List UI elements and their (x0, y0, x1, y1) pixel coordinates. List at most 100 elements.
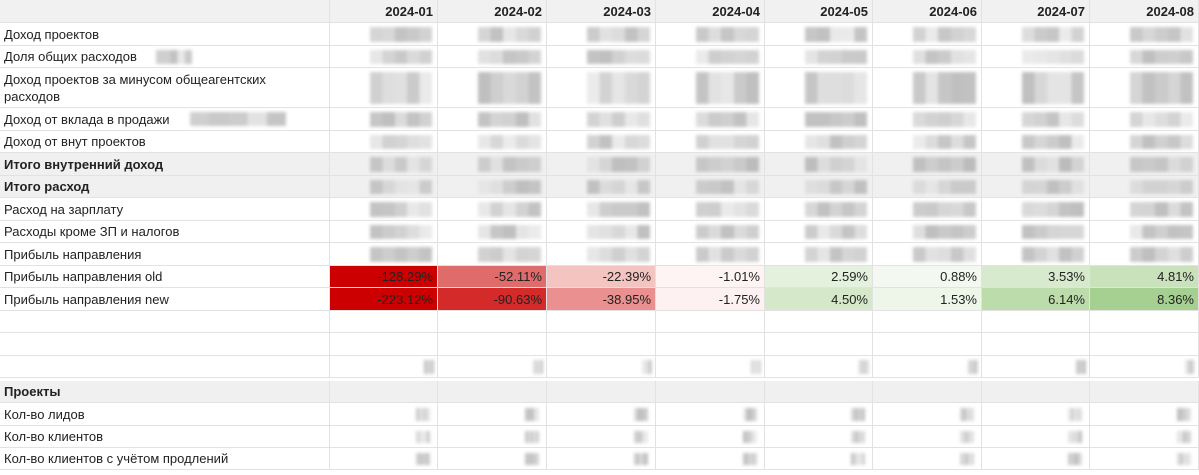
percent-cell: -1.01% (656, 266, 765, 288)
blurred-value (416, 431, 430, 443)
row-label: Кол-во клиентов (0, 426, 330, 448)
empty-cell (1090, 311, 1199, 333)
blurred-value (1068, 453, 1082, 465)
blurred-value (634, 453, 648, 465)
blurred-value (913, 72, 976, 104)
blurred-value (533, 360, 543, 374)
row-label: Доход проектов (0, 23, 330, 46)
percent-cell: -38.95% (547, 288, 656, 311)
data-cell (873, 448, 982, 470)
empty-cell (873, 333, 982, 356)
percent-cell: 3.53% (982, 266, 1090, 288)
blurred-value (478, 225, 541, 239)
data-cell (438, 426, 547, 448)
row-label: Прибыль направления new (0, 288, 330, 311)
blurred-value (478, 27, 541, 42)
blurred-value (370, 112, 432, 127)
blurred-value (696, 202, 759, 217)
blurred-value (642, 360, 652, 374)
blurred-value (1130, 112, 1193, 127)
month-header: 2024-01 (330, 0, 438, 23)
percent-cell: 2.59% (765, 266, 873, 288)
month-header: 2024-04 (656, 0, 765, 23)
percent-cell: -22.39% (547, 266, 656, 288)
blurred-value (525, 431, 539, 443)
blurred-value (968, 360, 978, 374)
blurred-value (478, 247, 541, 262)
empty-cell (547, 356, 656, 378)
data-cell (438, 448, 547, 470)
blurred-value (478, 72, 541, 104)
blurred-value (1022, 225, 1084, 239)
percent-cell: -128.29% (330, 266, 438, 288)
data-cell (330, 403, 438, 426)
percent-cell: 4.50% (765, 288, 873, 311)
row-label: Итого внутренний доход (0, 153, 330, 176)
data-cell (656, 426, 765, 448)
row-label: Проекты (0, 381, 330, 403)
data-cell (547, 448, 656, 470)
blurred-value (370, 180, 432, 194)
empty-cell (656, 311, 765, 333)
blurred-value (1130, 72, 1193, 104)
blurred-value (696, 157, 759, 172)
data-cell (765, 426, 873, 448)
blurred-value (587, 50, 650, 64)
empty-cell (656, 356, 765, 378)
row-label: Кол-во клиентов с учётом продлений (0, 448, 330, 470)
blurred-value (370, 225, 432, 239)
blurred-value (805, 157, 867, 172)
month-header: 2024-08 (1090, 0, 1199, 23)
blurred-value (805, 180, 867, 194)
blurred-value (156, 50, 192, 64)
header-corner (0, 0, 330, 23)
blurred-value (525, 408, 539, 421)
blurred-value (587, 180, 650, 194)
blurred-value (587, 135, 650, 149)
month-header: 2024-07 (982, 0, 1090, 23)
blurred-value (1177, 408, 1191, 421)
blurred-value (805, 225, 867, 239)
blurred-value (1130, 180, 1193, 194)
blurred-value (587, 27, 650, 42)
data-cell (547, 381, 656, 403)
blurred-value (587, 247, 650, 262)
month-header: 2024-03 (547, 0, 656, 23)
row-label: Доход от внут проектов (0, 131, 330, 153)
row-label: Кол-во лидов (0, 403, 330, 426)
blurred-value (1130, 157, 1193, 172)
blurred-value (370, 157, 432, 172)
blurred-value (805, 247, 867, 262)
blurred-value (587, 112, 650, 127)
blurred-value (1022, 202, 1084, 217)
blurred-value (913, 27, 976, 42)
blurred-value (696, 247, 759, 262)
percent-cell: 1.53% (873, 288, 982, 311)
empty-cell (438, 311, 547, 333)
empty-cell (438, 333, 547, 356)
blurred-value (1022, 72, 1084, 104)
empty-cell (982, 333, 1090, 356)
data-cell (438, 403, 547, 426)
blurred-value (416, 453, 430, 465)
blurred-value (478, 202, 541, 217)
empty-cell (765, 356, 873, 378)
empty-cell (330, 356, 438, 378)
row-label: Расход на зарплату (0, 198, 330, 221)
data-cell (765, 403, 873, 426)
percent-cell: 0.88% (873, 266, 982, 288)
data-cell (982, 381, 1090, 403)
percent-cell: 4.81% (1090, 266, 1199, 288)
blurred-value (416, 408, 430, 421)
blurred-value (696, 225, 759, 239)
blurred-value (851, 453, 865, 465)
blurred-value (634, 408, 648, 421)
data-cell (330, 381, 438, 403)
blurred-value (913, 112, 976, 127)
blurred-value (805, 50, 867, 64)
blurred-value (1022, 27, 1084, 42)
blurred-value (913, 202, 976, 217)
blurred-value (913, 50, 976, 64)
empty-cell (547, 311, 656, 333)
blurred-value (1022, 50, 1084, 64)
